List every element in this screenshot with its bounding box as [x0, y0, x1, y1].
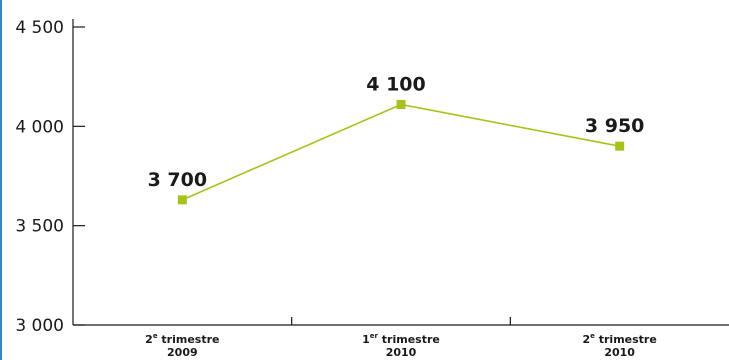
- data-label: 4 100: [366, 73, 426, 95]
- y-tick-label: 3 000: [15, 316, 64, 336]
- x-tick-label: 1er trimestre: [362, 332, 440, 346]
- data-label: 3 950: [585, 115, 645, 137]
- y-tick-label: 4 500: [15, 18, 64, 38]
- left-edge-accent: [0, 0, 2, 360]
- data-point: [396, 99, 406, 109]
- data-label: 3 700: [148, 169, 208, 191]
- data-point: [615, 141, 625, 151]
- y-tick-label: 4 000: [15, 117, 64, 137]
- x-tick-label: 2e trimestre: [583, 332, 657, 346]
- data-point: [177, 195, 187, 205]
- x-tick-label-year: 2010: [386, 346, 417, 359]
- y-tick-label: 3 500: [15, 217, 64, 237]
- x-tick-label-year: 2010: [604, 346, 635, 359]
- x-tick-label-year: 2009: [167, 346, 198, 359]
- x-tick-label: 2e trimestre: [145, 332, 219, 346]
- series-line: [182, 103, 620, 201]
